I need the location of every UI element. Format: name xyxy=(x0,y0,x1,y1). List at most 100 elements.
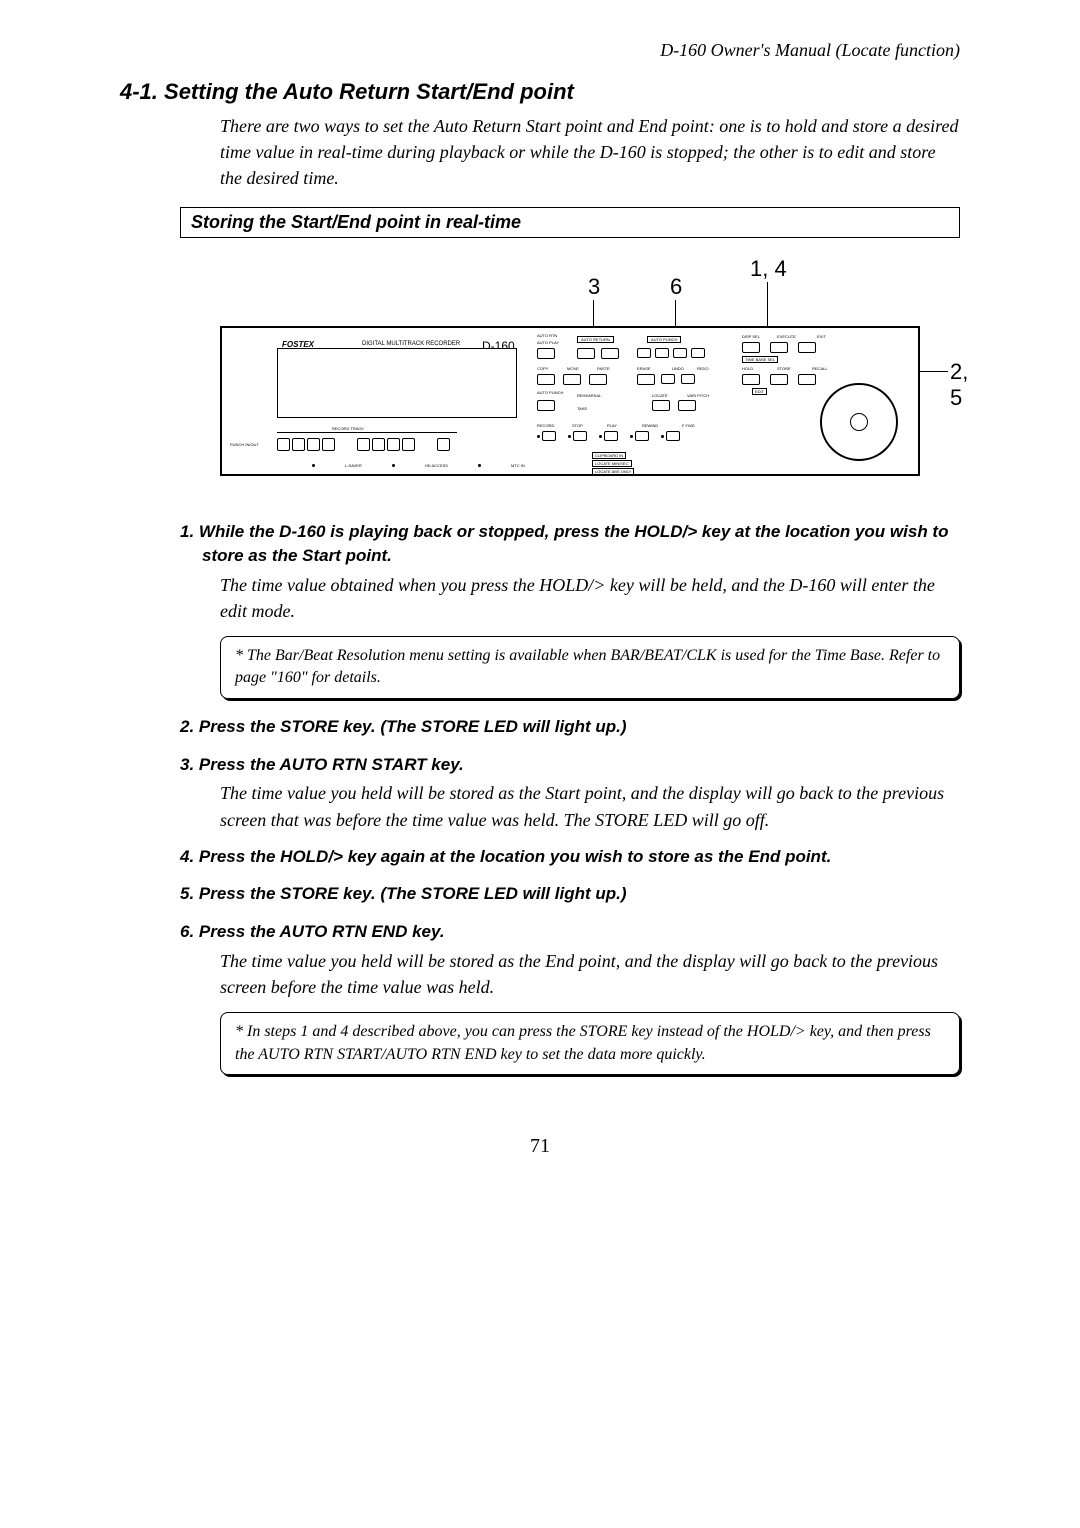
step-1-title: 1. While the D-160 is playing back or st… xyxy=(180,520,960,568)
label: HOLD xyxy=(742,366,753,371)
label: F FWD xyxy=(682,423,695,428)
callout-6: 6 xyxy=(670,274,682,300)
punch-label: PUNCH IN/OUT xyxy=(230,443,260,447)
device-diagram: 3 6 1, 4 2, 5 FOSTEX DIGITAL MULTITRACK … xyxy=(220,256,940,496)
ap-start-button[interactable] xyxy=(637,348,651,358)
label: STORE xyxy=(777,366,791,371)
label: MOVE xyxy=(567,366,579,371)
ffwd-button[interactable] xyxy=(666,431,680,441)
recall-button[interactable] xyxy=(798,374,816,385)
intro-text: There are two ways to set the Auto Retur… xyxy=(220,113,960,191)
track-button[interactable] xyxy=(372,438,385,451)
label: EXIT xyxy=(817,334,826,339)
status-label: HD ACCESS xyxy=(425,463,448,468)
edit-buttons xyxy=(537,374,607,385)
label: RECORD xyxy=(537,423,554,428)
page-number: 71 xyxy=(120,1135,960,1158)
disp-buttons xyxy=(742,342,816,353)
step-3-title: 3. Press the AUTO RTN START key. xyxy=(180,753,960,777)
ap-out-button[interactable] xyxy=(673,348,687,358)
step-1-body: The time value obtained when you press t… xyxy=(220,572,960,624)
label: PASTE xyxy=(597,366,610,371)
subsection-box: Storing the Start/End point in real-time xyxy=(180,207,960,238)
label: TAKE xyxy=(577,406,587,411)
track-button[interactable] xyxy=(357,438,370,451)
exit-button[interactable] xyxy=(798,342,816,353)
section-title: 4-1. Setting the Auto Return Start/End p… xyxy=(120,79,960,105)
device-panel: FOSTEX DIGITAL MULTITRACK RECORDER D-160… xyxy=(220,326,920,476)
led-dot xyxy=(630,435,633,438)
led-dot xyxy=(312,464,315,467)
step-5-title: 5. Press the STORE key. (The STORE LED w… xyxy=(180,882,960,906)
led-dot xyxy=(568,435,571,438)
group-label: LOCATE MIN/SEC xyxy=(592,460,632,467)
auto-rtn-button[interactable] xyxy=(537,348,555,359)
step-6-title: 6. Press the AUTO RTN END key. xyxy=(180,920,960,944)
status-leds: L-SAVER HD ACCESS MTC IN xyxy=(312,463,525,468)
track-button[interactable] xyxy=(402,438,415,451)
locate-buttons xyxy=(652,400,696,411)
led-dot xyxy=(599,435,602,438)
label: REWIND xyxy=(642,423,658,428)
callout-2-5: 2, 5 xyxy=(950,359,968,411)
label: PLAY xyxy=(607,423,617,428)
record-button[interactable] xyxy=(542,431,556,441)
ap-end-button[interactable] xyxy=(691,348,705,358)
redo-button[interactable] xyxy=(681,374,695,384)
label: LOCATE xyxy=(652,393,668,398)
track-button[interactable] xyxy=(322,438,335,451)
end-button[interactable] xyxy=(601,348,619,359)
play-button[interactable] xyxy=(604,431,618,441)
led-dot xyxy=(478,464,481,467)
header-title: D-160 Owner's Manual (Locate function) xyxy=(120,40,960,61)
stop-button[interactable] xyxy=(573,431,587,441)
hold-button[interactable] xyxy=(742,374,760,385)
top-button-row xyxy=(537,348,555,359)
start-button[interactable] xyxy=(577,348,595,359)
erase-button[interactable] xyxy=(637,374,655,385)
step-2-title: 2. Press the STORE key. (The STORE LED w… xyxy=(180,715,960,739)
track-button[interactable] xyxy=(437,438,450,451)
lcd-screen xyxy=(277,348,517,418)
jog-inner xyxy=(850,413,868,431)
vari-pitch-button[interactable] xyxy=(678,400,696,411)
track-button[interactable] xyxy=(387,438,400,451)
store-button[interactable] xyxy=(770,374,788,385)
label: REDO xyxy=(697,366,709,371)
rewind-button[interactable] xyxy=(635,431,649,441)
locate-button[interactable] xyxy=(652,400,670,411)
status-label: L-SAVER xyxy=(345,463,362,468)
auto-return-buttons xyxy=(577,348,619,359)
label: RECALL xyxy=(812,366,828,371)
step-6-body: The time value you held will be stored a… xyxy=(220,948,960,1000)
record-track-label: RECORD TRACK xyxy=(332,426,364,431)
label: EXECUTE xyxy=(777,334,796,339)
callout-line xyxy=(920,371,948,372)
label: STOP xyxy=(572,423,583,428)
auto-punch-buttons xyxy=(637,348,705,358)
led-dot xyxy=(661,435,664,438)
auto-punch-button[interactable] xyxy=(537,400,555,411)
led-dot xyxy=(392,464,395,467)
step-3-body: The time value you held will be stored a… xyxy=(220,780,960,832)
label: ERASE xyxy=(637,366,651,371)
punch-buttons xyxy=(537,400,555,411)
track-button[interactable] xyxy=(277,438,290,451)
edit-buttons2 xyxy=(637,374,695,385)
led-dot xyxy=(537,435,540,438)
copy-button[interactable] xyxy=(537,374,555,385)
track-buttons-right xyxy=(357,438,415,451)
track-button[interactable] xyxy=(292,438,305,451)
paste-button[interactable] xyxy=(589,374,607,385)
ap-in-button[interactable] xyxy=(655,348,669,358)
undo-button[interactable] xyxy=(661,374,675,384)
move-button[interactable] xyxy=(563,374,581,385)
jog-wheel[interactable] xyxy=(820,383,898,461)
step-6-note: * In steps 1 and 4 described above, you … xyxy=(220,1012,960,1075)
label: VARI PITCH xyxy=(687,393,709,398)
status-label: MTC IN xyxy=(511,463,525,468)
disp-sel-button[interactable] xyxy=(742,342,760,353)
execute-button[interactable] xyxy=(770,342,788,353)
track-button[interactable] xyxy=(307,438,320,451)
step-1-note: * The Bar/Beat Resolution menu setting i… xyxy=(220,636,960,699)
